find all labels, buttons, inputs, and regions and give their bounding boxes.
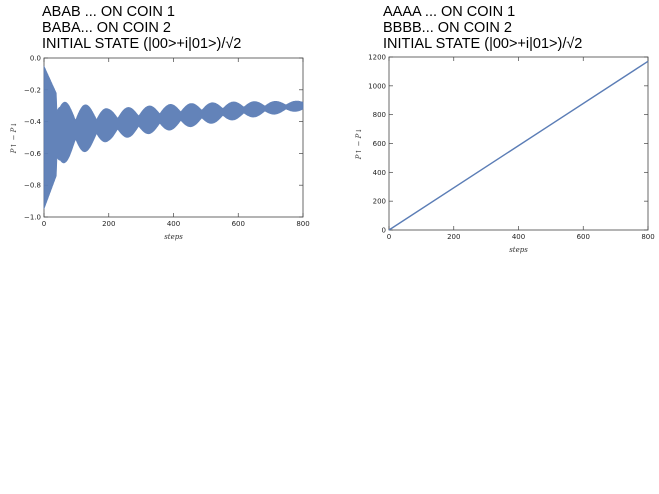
y-tick-label: −1.0 [24,214,41,222]
y-tick-label: −0.4 [24,118,42,126]
y-tick-label: 1000 [368,82,386,90]
x-tick-label: 800 [641,233,654,241]
right-caption: AAAA ... ON COIN 1 BBBB... ON COIN 2 INI… [383,4,582,52]
left-caption-line-3: INITIAL STATE (|00>+i|01>)/√2 [42,36,242,52]
x-axis-label: steps [509,246,528,254]
y-tick-label: 1200 [368,54,386,62]
left-caption-line-2: BABA... ON COIN 2 [42,20,171,36]
x-tick-label: 200 [447,233,460,241]
x-tick-label: 800 [296,220,309,228]
y-tick-label: 600 [373,140,386,148]
series-oscillation-band [43,65,304,210]
left-caption-line-1: ABAB ... ON COIN 1 [42,4,175,20]
y-tick-label: −0.2 [24,86,41,94]
y-tick-label: 400 [373,169,386,177]
x-axis-label: steps [164,233,183,241]
y-tick-label: 200 [373,198,386,206]
y-axis-label: P↑ − P↓ [10,122,18,154]
series-line [388,60,649,231]
y-tick-label: −0.8 [24,182,41,190]
y-axis-label: P↑ − P↓ [355,128,363,160]
right-caption-line-3: INITIAL STATE (|00>+i|01>)/√2 [383,36,583,52]
x-tick-label: 0 [387,233,391,241]
x-tick-label: 400 [512,233,525,241]
y-tick-label: 800 [373,111,386,119]
y-tick-label: 0 [382,227,386,235]
x-tick-label: 0 [42,220,46,228]
x-tick-label: 400 [167,220,180,228]
y-tick-label: −0.6 [24,150,42,158]
x-tick-label: 600 [232,220,245,228]
x-tick-label: 600 [577,233,590,241]
y-tick-label: 0.0 [30,55,41,63]
right-caption-line-1: AAAA ... ON COIN 1 [383,4,516,20]
x-tick-label: 200 [102,220,115,228]
right-caption-line-2: BBBB... ON COIN 2 [383,20,512,36]
left-caption: ABAB ... ON COIN 1 BABA... ON COIN 2 INI… [42,4,241,52]
